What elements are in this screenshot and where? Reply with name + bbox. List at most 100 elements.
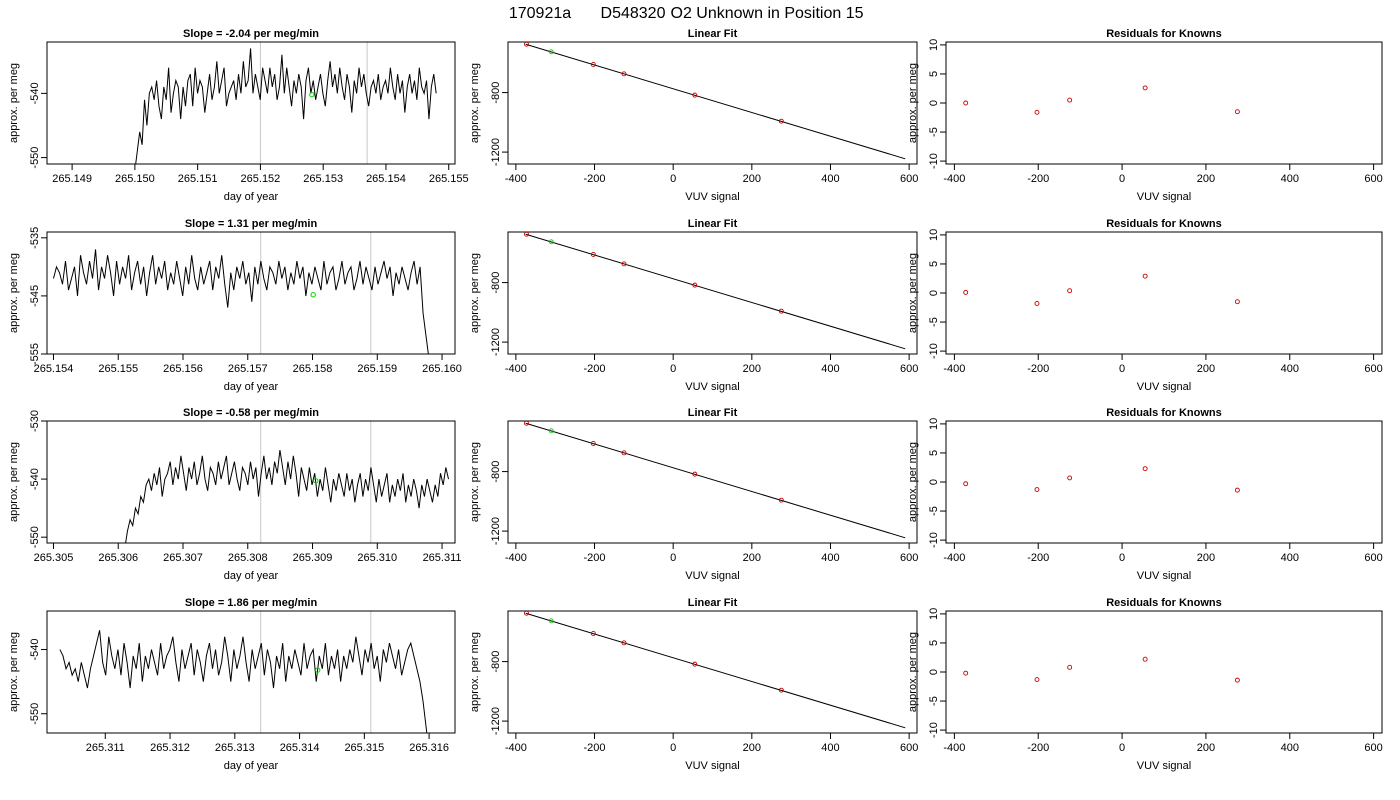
linear-fit-4-ytick-label-0: -1200: [490, 707, 502, 735]
linear-fit-1-unknown-point: [548, 49, 554, 55]
time-series-3-ylabel: approx. per meg: [8, 442, 20, 522]
linear-fit-3-known-point-1: [590, 441, 596, 446]
linear-fit-4-xtick-label-4: 400: [821, 742, 839, 754]
residuals-1-title: Residuals for Knowns: [1106, 28, 1222, 40]
figure-title-run-date: 170921a: [509, 5, 571, 22]
residuals-3-ytick-label-3: 5: [928, 450, 940, 456]
residuals-3-xtick-label-5: 600: [1364, 552, 1382, 564]
time-series-1-panel: Slope = -2.04 per meg/min 265.149 265.150 2…: [8, 28, 469, 203]
residuals-2-panel: Residuals for Knowns -400 -200 0 200 400 600 -1…: [907, 218, 1383, 393]
residuals-3-ytick-label-1: -5: [928, 506, 940, 516]
time-series-3-frame: [46, 420, 456, 544]
linear-fit-3-xtick-label-1: -200: [584, 552, 606, 564]
residuals-3-residual-point-4: [1234, 487, 1240, 493]
time-series-2-frame: [46, 231, 456, 355]
time-series-1-unknown-point: [309, 91, 315, 98]
residuals-4-xlabel: VUV signal: [1137, 760, 1191, 772]
time-series-2-xtick-label-2: 265.156: [163, 363, 203, 375]
residuals-3-xtick-label-1: -200: [1027, 552, 1049, 564]
time-series-1-xtick-label-4: 265.153: [303, 173, 343, 185]
linear-fit-3-title: Linear Fit: [688, 407, 738, 419]
linear-fit-1-known-point-0: [524, 42, 529, 47]
residuals-4-xtick-label-2: 0: [1119, 742, 1125, 754]
time-series-3-xtick-label-0: 265.305: [34, 552, 74, 564]
linear-fit-2-xtick-label-4: 400: [821, 363, 839, 375]
residuals-1-xtick-label-0: -400: [943, 173, 965, 185]
linear-fit-3-known-point-2: [621, 450, 627, 456]
residuals-4-residual-point-3: [1142, 656, 1148, 662]
residuals-4-data: [963, 656, 1240, 683]
linear-fit-3-xlabel: VUV signal: [685, 570, 739, 582]
residuals-3-residual-point-3: [1142, 466, 1148, 472]
linear-fit-1-known-point-4: [778, 118, 784, 124]
time-series-2-series-line-0: [52, 249, 429, 354]
time-series-2-title: Slope = 1.31 per meg/min: [185, 218, 318, 230]
linear-fit-2-title: Linear Fit: [688, 218, 738, 230]
linear-fit-1-xtick-label-5: 600: [900, 173, 918, 185]
residuals-4-residual-point-1: [1034, 677, 1040, 683]
time-series-4-xlabel: day of year: [224, 760, 279, 772]
time-series-3-ytick-label-1: -540: [29, 468, 41, 490]
linear-fit-2-xtick-label-1: -200: [584, 363, 606, 375]
residuals-4-ytick-label-4: 10: [928, 608, 940, 620]
residuals-4-xtick-label-4: 400: [1281, 742, 1299, 754]
residuals-4-ytick-label-3: 5: [928, 640, 940, 646]
time-series-3-ytick-label-2: -530: [29, 410, 41, 432]
linear-fit-2-known-point-0: [524, 232, 529, 237]
time-series-4-series-line-0: [59, 630, 428, 733]
time-series-4-xtick-label-1: 265.312: [150, 742, 190, 754]
residuals-2-residual-point-3: [1142, 273, 1148, 279]
linear-fit-1-xtick-label-1: -200: [584, 173, 606, 185]
linear-fit-1-fit-line: [525, 43, 906, 160]
time-series-4-data: [59, 630, 428, 733]
time-series-2-xtick-label-5: 265.159: [357, 363, 397, 375]
residuals-3-ytick-label-0: -10: [928, 532, 940, 548]
time-series-3-ytick-label-0: -550: [29, 526, 41, 548]
residuals-2-residual-point-4: [1234, 299, 1240, 305]
residuals-3-ytick-label-4: 10: [928, 418, 940, 430]
residuals-4-xtick-label-0: -400: [943, 742, 965, 754]
linear-fit-4-xtick-label-3: 200: [743, 742, 761, 754]
residuals-4-ytick-label-1: -5: [928, 696, 940, 706]
residuals-2-ytick-label-0: -10: [928, 343, 940, 359]
linear-fit-3-fit-line: [525, 422, 906, 539]
linear-fit-4-xtick-label-1: -200: [584, 742, 606, 754]
linear-fit-4-ylabel: approx. per meg: [469, 632, 481, 712]
linear-fit-2-xlabel: VUV signal: [685, 381, 739, 393]
time-series-1-data: [135, 48, 437, 164]
linear-fit-3-known-point-4: [778, 497, 784, 503]
residuals-1-residual-point-0: [963, 100, 969, 106]
linear-fit-1-xtick-label-0: -400: [505, 173, 527, 185]
linear-fit-3-xtick-label-4: 400: [821, 552, 839, 564]
residuals-4-ytick-label-0: -10: [928, 722, 940, 738]
panel-grid: Slope = -2.04 per meg/min 265.149 265.150 2…: [8, 28, 1383, 772]
residuals-2-ytick-label-1: -5: [928, 317, 940, 327]
figure-title-sample-id: D548320: [601, 5, 666, 22]
linear-fit-4-unknown-point: [548, 618, 554, 624]
time-series-1-xlabel: day of year: [224, 191, 279, 203]
residuals-4-residual-point-4: [1234, 677, 1240, 683]
linear-fit-2-panel: Linear Fit -400 -200 0 200 400 600 -1200 -800 VUV…: [469, 218, 918, 393]
time-series-4-xtick-label-3: 265.314: [280, 742, 320, 754]
time-series-4-ytick-label-1: -540: [29, 639, 41, 661]
linear-fit-4-xtick-label-2: 0: [670, 742, 676, 754]
residuals-1-ytick-label-2: 0: [928, 100, 940, 106]
linear-fit-4-panel: Linear Fit -400 -200 0 200 400 600 -1200 -800 VUV…: [469, 597, 918, 772]
residuals-1-residual-point-4: [1234, 109, 1240, 115]
time-series-4-frame: [46, 610, 456, 734]
time-series-2-data: [52, 249, 429, 354]
residuals-3-residual-point-0: [963, 481, 969, 487]
residuals-2-residual-point-1: [1034, 301, 1040, 306]
linear-fit-2-ylabel: approx. per meg: [469, 253, 481, 333]
residuals-1-xtick-label-5: 600: [1364, 173, 1382, 185]
linear-fit-3-ytick-label-0: -1200: [490, 517, 502, 545]
residuals-2-ytick-label-2: 0: [928, 290, 940, 296]
linear-fit-3-data: [524, 421, 906, 539]
linear-fit-2-xtick-label-5: 600: [900, 363, 918, 375]
residuals-1-ytick-label-3: 5: [928, 71, 940, 77]
linear-fit-3-xtick-label-0: -400: [505, 552, 527, 564]
residuals-2-xtick-label-1: -200: [1027, 363, 1049, 375]
linear-fit-2-xtick-label-0: -400: [505, 363, 527, 375]
linear-fit-1-frame: [507, 41, 918, 165]
time-series-1-title: Slope = -2.04 per meg/min: [183, 28, 319, 40]
